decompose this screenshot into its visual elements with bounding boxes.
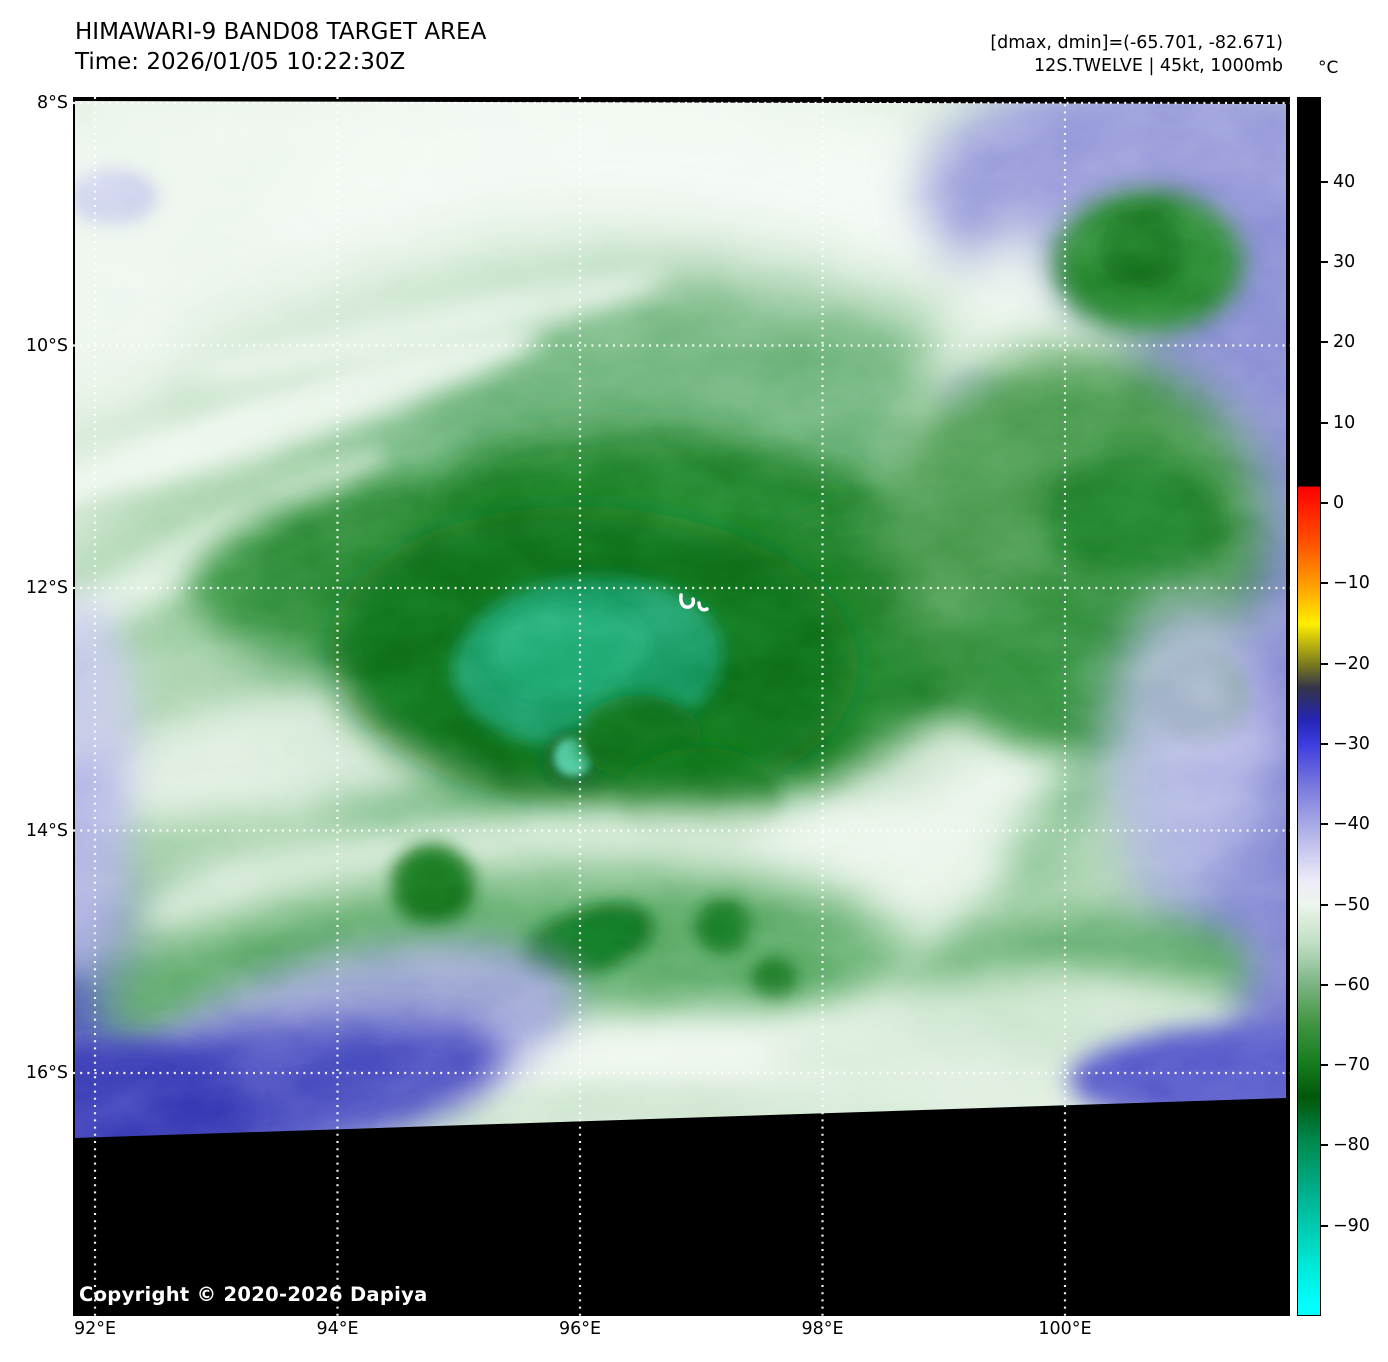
colorbar-tick-label: −50 (1333, 894, 1370, 915)
colorbar-tick-label: −10 (1333, 573, 1370, 594)
colorbar-tick-mark (1321, 1144, 1328, 1147)
product-title: HIMAWARI-9 BAND08 TARGET AREA (75, 19, 487, 45)
copyright-watermark: Copyright © 2020-2026 Dapiya (79, 1283, 428, 1306)
storm-center-marker (679, 593, 709, 612)
colorbar-tick-label: −60 (1333, 974, 1370, 995)
lon-tick-label: 96°E (558, 1319, 602, 1339)
colorbar-tick-label: −40 (1333, 814, 1370, 835)
lon-tick-label: 98°E (801, 1319, 844, 1339)
colorbar-tick-label: −30 (1333, 733, 1370, 754)
dmax-dmin-annotation: [dmax, dmin]=(-65.701, -82.671) (990, 33, 1283, 53)
colorbar-unit-label: °C (1318, 58, 1339, 78)
colorbar-tick-label: −80 (1333, 1135, 1370, 1156)
colorbar-tick-label: 10 (1333, 412, 1356, 433)
temperature-colorbar (1297, 97, 1321, 1316)
lat-tick-label: 10°S (25, 335, 68, 356)
colorbar-tick-mark (1321, 180, 1328, 183)
colorbar-tick-label: −70 (1333, 1055, 1370, 1076)
colorbar-tick-mark (1321, 1064, 1328, 1067)
lat-tick-label: 12°S (25, 578, 68, 598)
colorbar-tick-label: −90 (1333, 1215, 1370, 1236)
lat-tick-label: 16°S (25, 1063, 68, 1083)
colorbar-tick-mark (1321, 662, 1328, 665)
satellite-map-panel (73, 97, 1290, 1316)
grid-lines (73, 97, 1290, 1316)
colorbar-tick-label: 0 (1333, 493, 1345, 514)
colorbar-tick-label: 40 (1333, 171, 1356, 192)
colorbar-tick-mark (1321, 903, 1328, 906)
lon-tick-label: 94°E (316, 1319, 359, 1339)
colorbar-tick-label: 30 (1333, 252, 1356, 273)
colorbar-tick-mark (1321, 502, 1328, 505)
colorbar-tick-mark (1321, 1224, 1328, 1227)
colorbar-tick-mark (1321, 823, 1328, 826)
colorbar-tick-label: −20 (1333, 653, 1370, 674)
cloud-texture-dark (75, 101, 1286, 1138)
colorbar-tick-mark (1321, 421, 1328, 424)
colorbar-tick-label: 20 (1333, 332, 1356, 353)
colorbar-tick-mark (1321, 983, 1328, 986)
satellite-image (73, 97, 1290, 1316)
colorbar-tick-mark (1321, 261, 1328, 264)
colorbar-tick-mark (1321, 742, 1328, 745)
storm-info-annotation: 12S.TWELVE | 45kt, 1000mb (1034, 56, 1283, 76)
product-time: Time: 2026/01/05 10:22:30Z (75, 49, 406, 75)
lon-tick-label: 92°E (73, 1319, 117, 1339)
lat-tick-label: 8°S (37, 93, 68, 113)
colorbar-tick-mark (1321, 582, 1328, 585)
lon-tick-label: 100°E (1038, 1319, 1092, 1339)
colorbar-tick-mark (1321, 341, 1328, 344)
cloud-field (75, 101, 1286, 1138)
lat-tick-label: 14°S (25, 820, 68, 841)
